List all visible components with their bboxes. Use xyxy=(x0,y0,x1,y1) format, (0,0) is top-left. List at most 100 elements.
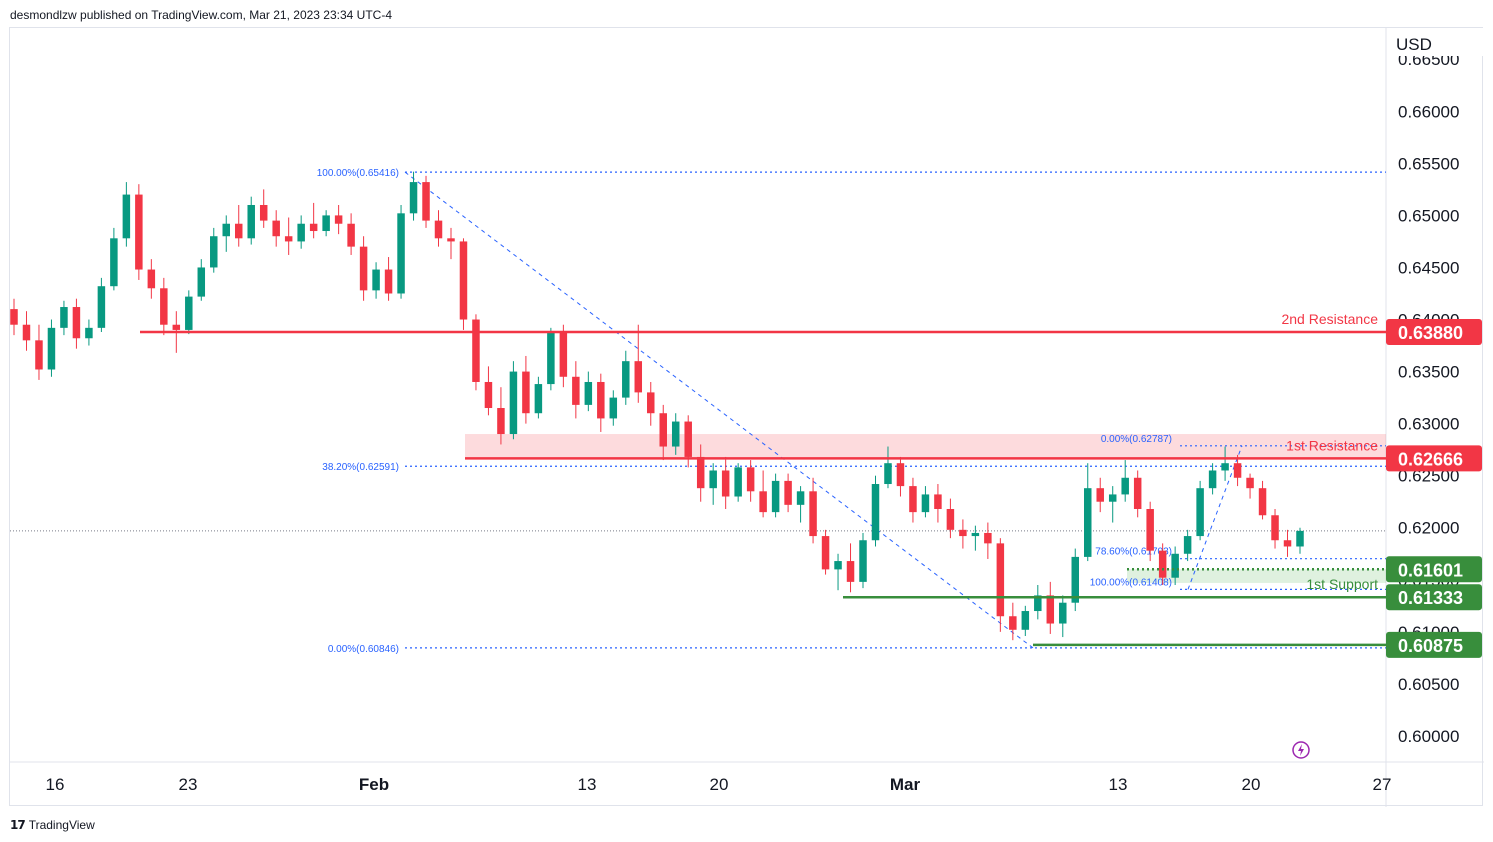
fib-main-label: 100.00%(0.65416) xyxy=(317,168,399,179)
candle-body xyxy=(1059,602,1067,624)
candle-body xyxy=(1009,616,1017,630)
candle-body xyxy=(871,484,880,541)
time-tick-label: 23 xyxy=(179,775,198,794)
candle-body xyxy=(10,309,18,325)
chart-frame[interactable]: 100.00%(0.65416) 38.20%(0.62591) 0.00%(0.6… xyxy=(9,27,1484,807)
candle-body xyxy=(284,236,293,242)
level-price-label: 0.60875 xyxy=(1398,636,1463,656)
candle-body xyxy=(60,307,68,328)
candle-body xyxy=(1233,463,1242,478)
candle-body xyxy=(1221,463,1229,471)
lightning-icon xyxy=(1292,741,1310,759)
candle-body xyxy=(1034,595,1042,612)
level-price-badge xyxy=(1386,319,1482,346)
level-price-label: 0.61601 xyxy=(1398,560,1463,580)
candle-body xyxy=(422,182,430,221)
candle-body xyxy=(272,220,280,237)
candle-body xyxy=(447,238,455,242)
publisher-line: desmondlzw published on TradingView.com,… xyxy=(10,8,392,22)
candle-body xyxy=(609,397,618,419)
candle-body xyxy=(984,532,992,544)
fib-recent-trendline xyxy=(1187,445,1243,590)
candle-body xyxy=(846,561,855,582)
candle-body xyxy=(721,470,730,497)
candle-body xyxy=(597,381,605,419)
tradingview-logo-icon: 17 xyxy=(10,818,26,832)
candle-body xyxy=(1208,470,1217,489)
candle-body xyxy=(647,392,655,414)
candle-body xyxy=(784,480,792,505)
candle-body xyxy=(135,194,143,270)
fib-main-label: 0.00%(0.60846) xyxy=(328,644,399,655)
candle-body xyxy=(322,215,330,232)
fib-recent-label: 78.60%(0.61703) xyxy=(1095,547,1172,558)
currency-label: USD xyxy=(1396,35,1432,54)
candle-body xyxy=(85,327,93,339)
price-tick-label: 0.65500 xyxy=(1398,154,1459,173)
time-tick-label: 27 xyxy=(1373,775,1392,794)
level-price-badge xyxy=(1386,445,1482,472)
time-tick-label: 20 xyxy=(1242,775,1261,794)
level-name: 1st Support xyxy=(1306,576,1378,592)
candle-body xyxy=(1133,477,1142,510)
candle-body xyxy=(384,269,393,294)
candle-body xyxy=(671,421,680,447)
candle-body xyxy=(709,470,717,489)
candle-body xyxy=(222,223,230,237)
candle-body xyxy=(497,408,505,435)
candle-body xyxy=(1021,611,1030,630)
candle-body xyxy=(622,361,630,398)
candle-body xyxy=(859,540,867,582)
price-chart[interactable]: 100.00%(0.65416) 38.20%(0.62591) 0.00%(0.6… xyxy=(10,28,1484,807)
candle-body xyxy=(197,267,206,297)
fib-recent-label: 0.00%(0.62787) xyxy=(1101,434,1172,445)
candle-body xyxy=(572,376,580,405)
candle-body xyxy=(147,269,156,289)
candle-body xyxy=(459,241,468,320)
candle-body xyxy=(1271,515,1279,541)
candle-body xyxy=(160,288,168,325)
candle-body xyxy=(472,319,480,382)
candle-body xyxy=(1071,556,1080,603)
fib-main-label: 38.20%(0.62591) xyxy=(322,462,399,473)
level-price-badge xyxy=(1386,556,1482,583)
candle-body xyxy=(372,269,380,291)
candle-body xyxy=(122,194,131,239)
candle-body xyxy=(746,467,755,492)
candle-body xyxy=(509,371,518,435)
level-price-label: 0.62666 xyxy=(1398,449,1463,469)
candle-body xyxy=(1121,477,1129,495)
time-tick-label: Mar xyxy=(890,775,921,794)
candle-body xyxy=(959,529,967,537)
candle-body xyxy=(1146,509,1154,551)
candle-body xyxy=(796,491,805,505)
candle-body xyxy=(834,561,842,570)
time-tick-label: Feb xyxy=(359,775,389,794)
level-name: 2nd Resistance xyxy=(1281,311,1378,327)
price-tick-label: 0.63500 xyxy=(1398,363,1459,382)
candle-body xyxy=(1158,550,1167,578)
candle-body xyxy=(484,381,493,409)
candle-body xyxy=(809,491,817,537)
candle-body xyxy=(559,332,568,377)
candle-body xyxy=(1171,553,1179,578)
candle-body xyxy=(1046,595,1055,624)
candle-body xyxy=(334,215,343,224)
candle-body xyxy=(234,223,243,239)
fib-recent-label: 100.00%(0.61408) xyxy=(1090,577,1172,588)
level-price-badge xyxy=(1386,631,1482,658)
candle-body xyxy=(1258,488,1267,516)
candle-body xyxy=(347,223,355,247)
candle-body xyxy=(72,307,81,339)
level-name: 1st Resistance xyxy=(1286,437,1378,453)
candle-body xyxy=(1283,540,1292,547)
tradingview-logo[interactable]: 17 TradingView xyxy=(10,818,95,832)
candle-body xyxy=(1296,530,1304,547)
price-tick-label: 0.64500 xyxy=(1398,258,1459,277)
time-tick-label: 16 xyxy=(46,775,65,794)
candle-body xyxy=(1246,477,1254,489)
candle-body xyxy=(22,324,31,341)
time-tick-label: 13 xyxy=(578,775,597,794)
candle-body xyxy=(359,246,368,291)
candle-body xyxy=(409,182,418,214)
